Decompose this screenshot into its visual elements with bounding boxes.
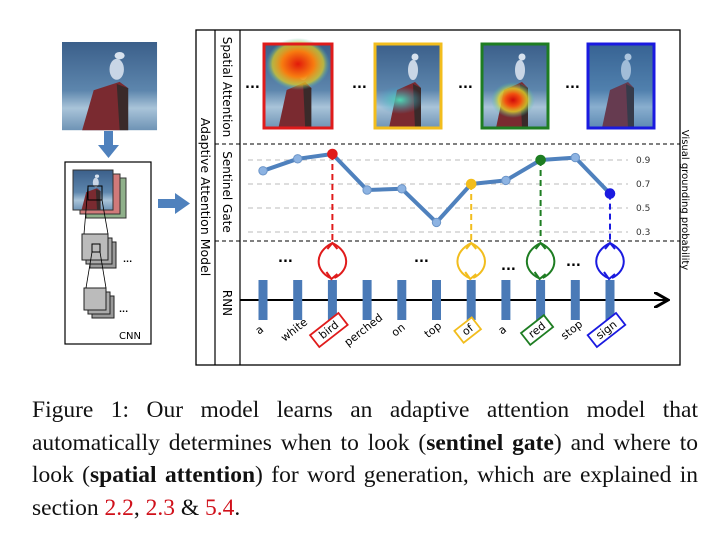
spatial-attention-label: Spatial Attention [220,37,234,138]
rnn-cell [570,280,580,320]
y-tick-label: 0.7 [636,180,650,190]
word-label: a [496,323,509,337]
caption-bold-spatial-attention: spatial attention [89,462,256,488]
right-arrow-icon [158,193,190,214]
rnn-cell [536,280,546,320]
rnn-cell [293,280,303,320]
attention-map-red [480,42,550,130]
attention-loop-icon [317,242,348,279]
rnn-row: ... ... ... ... a white bird perched on top of… [240,241,666,349]
data-point [465,178,477,190]
adaptive-attention-model-label: Adaptive Attention Model [198,118,213,277]
attention-map-bird [262,38,334,130]
caption-text: . [234,494,241,521]
rnn-cell [258,280,268,320]
data-point [535,154,546,166]
rnn-cell [501,280,511,320]
attention-thumbnails: ... ... ... ... [245,38,656,130]
rnn-cell [397,280,407,320]
rnn-label: RNN [220,290,234,316]
data-point [604,188,616,199]
section-link-5-4[interactable]: 5.4 [204,494,235,521]
caption-word: top [422,319,444,340]
ellipsis: ... [458,77,473,92]
caption-word: a [253,323,266,337]
data-point [362,185,372,195]
ellipsis: ... [414,251,429,266]
rnn-cell [362,280,372,320]
caption-text: ) for word generation, which are explain… [32,462,698,521]
y-tick-label: 0.3 [636,228,650,238]
caption-text: & [174,494,205,521]
word-label: on [389,321,408,340]
word-highlight-box [308,311,349,349]
caption-word: on [389,321,408,340]
cnn-box: ... ... CNN [64,161,152,345]
rnn-cell [327,280,337,320]
data-point [258,166,268,176]
caption-text: , [133,494,146,521]
ellipsis: ... [123,255,132,264]
caption-word: of [453,316,483,344]
word-label: a [253,323,266,337]
attention-loop-icon [525,242,556,279]
data-point [397,184,407,194]
data-point [327,148,338,160]
data-point [431,217,442,228]
word-highlight-box [586,311,627,349]
y-tick-label: 0.5 [636,204,650,214]
y-tick-label: 0.9 [636,156,651,166]
sentinel-gate-chart: 0.9 0.7 0.5 0.3 Visual grounding probabilit… [248,130,690,270]
caption-word: red [519,313,555,347]
ellipsis: ... [245,77,260,92]
data-point [501,175,511,186]
caption-word: sign [586,311,627,349]
rnn-cell [432,280,441,320]
ellipsis: ... [565,77,580,92]
caption-word: a [496,323,509,337]
input-photo [62,42,158,131]
attention-loop-icon [595,242,625,279]
data-point [570,152,580,163]
word-highlight-box [453,316,483,344]
ellipsis: ... [501,259,516,274]
ellipsis: ... [352,77,367,92]
series-line [262,152,612,225]
sentinel-gate-label: Sentinel Gate [220,151,234,233]
arrowhead-icon [325,271,339,281]
word-highlight-box [519,313,555,347]
word-label: top [422,319,444,340]
word-label: stop [558,318,585,343]
cnn-label: CNN [119,331,141,342]
rnn-cell [605,280,615,320]
section-link-2-2[interactable]: 2.2 [104,494,134,521]
ellipsis: ... [119,305,128,314]
caption-text: Figure 1: Our model learns an adaptive a… [32,397,698,456]
figure: ... ... CNN Adaptive Attention Model Spa… [62,29,690,366]
arrowhead-icon [603,271,616,281]
adaptive-attention-panel: Adaptive Attention Model Spatial Attenti… [195,29,681,366]
y-axis-label: Visual grounding probability [679,130,690,270]
down-arrow-icon [98,131,119,158]
attention-map-of [373,42,443,130]
arrowhead-icon [533,271,547,281]
attention-loop-icon [456,242,486,279]
attention-map-sign [586,42,656,130]
caption-text: ) and where to look ( [32,429,698,489]
section-link-2-3[interactable]: 2.3 [145,494,175,521]
caption-bold-sentinel-gate: sentinel gate [426,429,554,456]
caption-word: stop [558,318,585,343]
arrowhead-icon [464,271,477,281]
data-point [293,154,303,164]
ellipsis: ... [278,251,293,266]
ellipsis: ... [566,255,581,270]
rnn-cell [466,280,476,320]
figure-caption: Figure 1: Our model learns an adaptive a… [32,394,698,524]
